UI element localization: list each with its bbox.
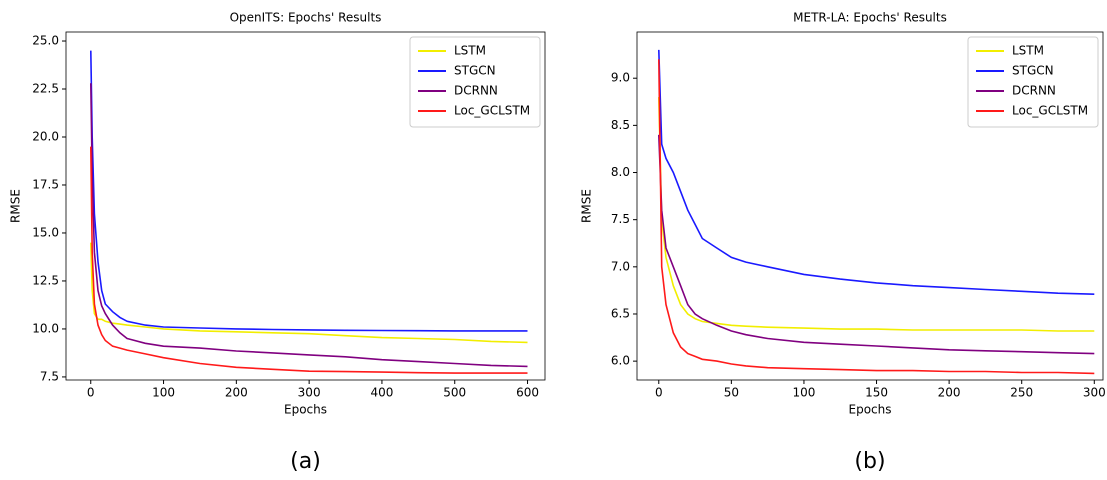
y-tick-label: 7.5 bbox=[40, 369, 59, 383]
x-tick-label: 250 bbox=[1010, 386, 1033, 400]
series-line bbox=[658, 134, 1095, 355]
legend-label: LSTM bbox=[1012, 44, 1044, 58]
y-tick-label: 6.0 bbox=[611, 354, 630, 368]
x-tick-label: 0 bbox=[655, 386, 663, 400]
x-axis-label: Epochs bbox=[284, 403, 327, 417]
x-tick-label: 600 bbox=[516, 386, 539, 400]
series-line bbox=[90, 146, 528, 374]
x-tick-label: 100 bbox=[792, 386, 815, 400]
y-tick-label: 6.5 bbox=[611, 306, 630, 320]
legend-box bbox=[967, 36, 1099, 128]
caption: (b) bbox=[854, 449, 885, 474]
x-tick-label: 300 bbox=[298, 386, 321, 400]
legend-label: Loc_GCLSTM bbox=[454, 104, 530, 118]
legend-label: LSTM bbox=[454, 44, 486, 58]
y-axis-label: RMSE bbox=[580, 189, 594, 223]
plot-frame bbox=[65, 31, 546, 381]
legend-label: STGCN bbox=[454, 64, 496, 78]
series-line bbox=[658, 97, 1095, 332]
x-tick-label: 150 bbox=[865, 386, 888, 400]
x-tick-label: 100 bbox=[152, 386, 175, 400]
y-tick-label: 8.0 bbox=[611, 165, 630, 179]
x-tick-label: 200 bbox=[225, 386, 248, 400]
y-tick-label: 9.0 bbox=[611, 71, 630, 85]
y-tick-label: 22.5 bbox=[32, 82, 59, 96]
chart-title: OpenITS: Epochs' Results bbox=[230, 11, 382, 25]
plot-frame bbox=[636, 31, 1104, 381]
legend-label: DCRNN bbox=[454, 84, 498, 98]
series-line bbox=[658, 49, 1095, 295]
y-tick-label: 7.0 bbox=[611, 259, 630, 273]
caption: (a) bbox=[290, 449, 321, 474]
series-line bbox=[90, 50, 528, 332]
y-tick-label: 20.0 bbox=[32, 129, 59, 143]
y-tick-label: 7.5 bbox=[611, 212, 630, 226]
chart-title: METR-LA: Epochs' Results bbox=[793, 11, 947, 25]
x-tick-label: 400 bbox=[370, 386, 393, 400]
y-tick-label: 10.0 bbox=[32, 321, 59, 335]
legend-label: Loc_GCLSTM bbox=[1012, 104, 1088, 118]
legend-label: STGCN bbox=[1012, 64, 1054, 78]
x-tick-label: 200 bbox=[938, 386, 961, 400]
y-tick-label: 25.0 bbox=[32, 34, 59, 48]
y-tick-label: 12.5 bbox=[32, 273, 59, 287]
series-line bbox=[90, 242, 528, 344]
series-line bbox=[658, 59, 1095, 375]
legend-box bbox=[409, 36, 541, 128]
y-tick-label: 8.5 bbox=[611, 118, 630, 132]
y-axis-label: RMSE bbox=[9, 189, 23, 223]
y-tick-label: 15.0 bbox=[32, 225, 59, 239]
x-tick-label: 300 bbox=[1083, 386, 1106, 400]
series-line bbox=[90, 83, 528, 368]
legend-label: DCRNN bbox=[1012, 84, 1056, 98]
x-tick-label: 500 bbox=[443, 386, 466, 400]
x-tick-label: 0 bbox=[87, 386, 95, 400]
x-axis-label: Epochs bbox=[849, 403, 892, 417]
x-tick-label: 50 bbox=[724, 386, 739, 400]
y-tick-label: 17.5 bbox=[32, 177, 59, 191]
